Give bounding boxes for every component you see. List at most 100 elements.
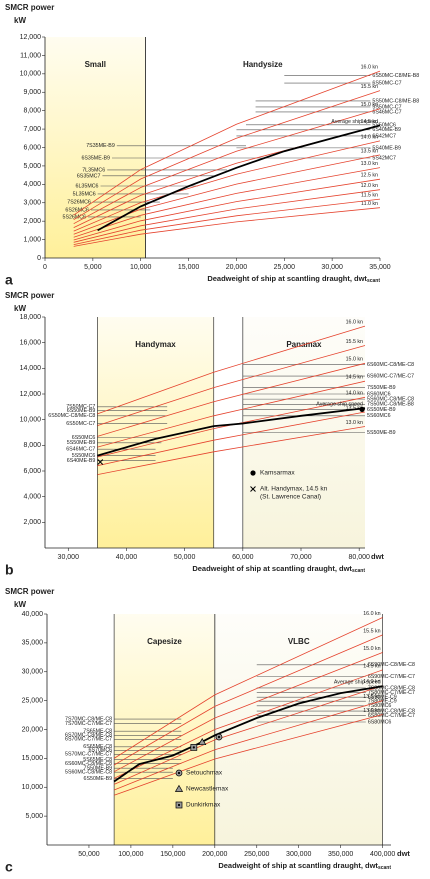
y-unit: kW <box>14 600 26 609</box>
legend-symbol <box>175 769 183 777</box>
speed-curve-label: 13.5 kn <box>363 694 380 700</box>
speed-curve-label: 13.0 kn <box>346 420 363 426</box>
engine-label: 5S60MC6 <box>367 413 391 419</box>
engine-label: 7S80ME-C9 <box>368 699 397 705</box>
speed-curve <box>113 634 383 766</box>
engine-label: 6L35MC6 <box>76 183 99 189</box>
legend-symbol <box>250 486 256 492</box>
engine-label: 5S42MC7 <box>372 155 396 161</box>
marker <box>190 744 198 751</box>
marker <box>97 459 104 465</box>
marker-part <box>192 746 195 749</box>
engine-label: 6S46MC-C7 <box>66 447 95 453</box>
speed-curve <box>73 90 381 221</box>
y-tick-label: 14,000 <box>20 365 42 372</box>
x-unit: dwt <box>397 849 410 858</box>
engine-label: 6S50MC-C8/ME-B8 <box>372 73 419 79</box>
x-title-text: Deadweight of ship at scantling draught,… <box>218 861 378 870</box>
legend-symbol <box>175 801 183 809</box>
engine-label: 6S40ME-B9 <box>372 127 401 133</box>
engine-label: 5S70MC-C7/ME-C7 <box>65 752 112 758</box>
x-tick-label: 50,000 <box>78 851 100 858</box>
engine-label: 5S60MC-C8/ME-C8 <box>367 397 414 403</box>
engine-label: 6S40ME-B9 <box>67 458 96 464</box>
engine-label: 7S50MC-C8/ME-B8 <box>367 402 414 408</box>
y-tick-label: 40,000 <box>22 611 44 618</box>
speed-curve <box>73 189 381 243</box>
x-title: Deadweight of ship at scantling draught,… <box>218 861 391 871</box>
speed-curve-label: 13.0 kn <box>361 161 378 167</box>
speed-curve <box>113 714 383 796</box>
y-tick-label: 7,000 <box>23 126 41 133</box>
x-tick-label: 150,000 <box>160 851 185 858</box>
marker-part <box>250 470 256 476</box>
y-title: SMCR power <box>5 3 54 12</box>
speed-curve-label: 13.5 kn <box>361 148 378 154</box>
engine-label: 6S70MC-C8/ME-C8 <box>65 733 112 739</box>
y-tick-label: 15,000 <box>22 755 44 762</box>
x-tick-label: 20,000 <box>226 264 248 271</box>
marker-part <box>198 738 207 746</box>
x-tick-label: 50,000 <box>174 554 196 561</box>
engine-label: 6S35ME-B9 <box>81 155 110 161</box>
marker-part <box>177 803 181 807</box>
engine-label: 6S80MC6 <box>368 719 392 725</box>
speed-curve <box>97 380 366 448</box>
engine-label: 5S50ME-B9 <box>67 440 96 446</box>
average-curve-label: Average ship speed <box>334 680 381 686</box>
speed-curve <box>97 426 366 475</box>
y-tick-label: 30,000 <box>22 669 44 676</box>
engine-label: 6S60MC-C7/ME-C7 <box>367 373 414 379</box>
x-tick-label: 60,000 <box>232 554 254 561</box>
region-label: Handymax <box>135 340 176 349</box>
y-tick-label: 16,000 <box>20 340 42 347</box>
x-title-sub: scant <box>378 865 391 871</box>
speed-curve-label: 11.5 kn <box>361 192 378 198</box>
y-tick-label: 35,000 <box>22 640 44 647</box>
y-tick-label: 5,000 <box>25 813 43 820</box>
y-tick-label: 2,000 <box>23 519 41 526</box>
engine-label: 5S50MC-C8/ME-B8 <box>372 98 419 104</box>
y-tick-label: 18,000 <box>20 314 42 321</box>
x-tick-label: 70,000 <box>290 554 312 561</box>
speed-curve-label: 14.5 kn <box>361 119 378 125</box>
speed-curve <box>73 70 381 216</box>
engine-label: 5L35MC6 <box>73 191 96 197</box>
marker-part <box>174 784 184 792</box>
y-tick-label: 10,000 <box>22 784 44 791</box>
speed-curve-label: 15.0 kn <box>363 646 380 652</box>
marker-part <box>177 771 181 775</box>
speed-curve-label: 16.0 kn <box>346 320 363 326</box>
speed-curve <box>113 685 383 785</box>
speed-curve-label: 13.0 kn <box>363 708 380 714</box>
x-title-text: Deadweight of ship at scantling draught,… <box>207 274 367 283</box>
engine-label: 7S70MC-C8/ME-C8 <box>65 717 112 723</box>
y-tick-label: 10,000 <box>20 417 42 424</box>
speed-curve-label: 14.5 kn <box>363 663 380 669</box>
x-tick-label: 30,000 <box>321 264 343 271</box>
speed-curve-label: 15.0 kn <box>346 357 363 363</box>
engine-label: 7S70MC-C7/ME-C7 <box>65 721 112 727</box>
engine-label: 7S65ME-C8 <box>83 729 112 735</box>
engine-label: 6S35MC7 <box>77 173 101 179</box>
speed-curve <box>97 345 366 426</box>
engine-label: 6S50ME-B9 <box>367 407 396 413</box>
legend-label: Dunkirkmax <box>186 802 221 809</box>
y-tick-label: 4,000 <box>23 181 41 188</box>
engine-label: 6S80MC-C8/ME-C8 <box>368 708 415 714</box>
x-title: Deadweight of ship at scantling draught,… <box>192 564 365 574</box>
engine-label: 6S60MC-C8/ME-C8 <box>65 761 112 767</box>
panel-letter: b <box>5 562 14 578</box>
engine-label: 6S50MC6 <box>72 435 96 441</box>
x-tick-label: 300,000 <box>286 851 311 858</box>
engine-label: 7L35MC6 <box>82 167 105 173</box>
panel-letter: c <box>5 859 13 875</box>
engine-label: 6S90ME-C9 <box>368 695 397 701</box>
y-tick-label: 1,000 <box>23 236 41 243</box>
engine-label: 6S60MC6 <box>367 391 391 397</box>
average-curve-label: Average ship speed <box>331 119 378 125</box>
region-fill <box>114 614 215 845</box>
speed-curve-label: 15.0 kn <box>361 102 378 108</box>
engine-label: 6S50ME-B9 <box>67 408 96 414</box>
speed-curve <box>73 154 381 235</box>
